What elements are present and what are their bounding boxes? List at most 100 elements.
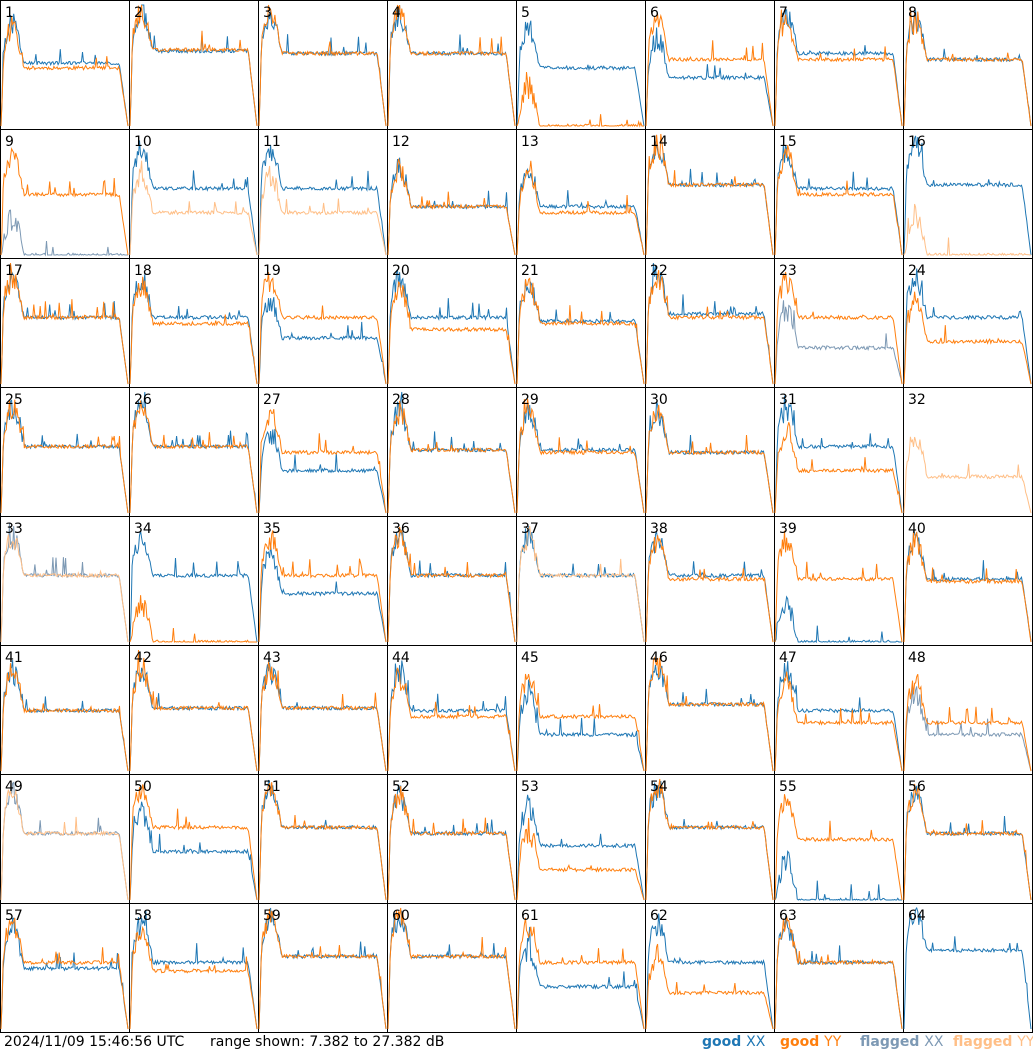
panel-31: 31 xyxy=(774,387,904,517)
panel-16: 16 xyxy=(903,129,1033,259)
panel-11: 11 xyxy=(258,129,388,259)
series-good-yy-line xyxy=(903,7,1032,127)
series-good-xx-line xyxy=(0,917,129,1030)
series-flagged-xx-line xyxy=(0,209,128,257)
panel-label: 42 xyxy=(134,650,152,666)
series-good-xx-line xyxy=(516,279,645,385)
series-good-xx-line xyxy=(516,402,645,514)
panel-40: 40 xyxy=(903,516,1033,646)
panel-label: 57 xyxy=(5,908,23,924)
series-good-yy-line xyxy=(645,270,774,385)
series-good-xx-line xyxy=(129,140,258,256)
series-good-yy-line xyxy=(645,13,774,127)
panel-56: 56 xyxy=(903,774,1033,904)
panel-label: 3 xyxy=(263,5,272,21)
panel-label: 12 xyxy=(392,134,410,150)
panel-17: 17 xyxy=(0,258,130,388)
panel-frame xyxy=(129,0,259,130)
panel-label: 30 xyxy=(650,392,668,408)
series-good-yy-line xyxy=(129,400,258,514)
series-good-xx-line xyxy=(129,801,258,901)
legend-good-xx: good XX xyxy=(702,1034,765,1050)
panel-10: 10 xyxy=(129,129,259,259)
legend-good-yy: good YY xyxy=(780,1034,841,1050)
panel-18: 18 xyxy=(129,258,259,388)
panel-frame xyxy=(903,0,1033,130)
panel-label: 48 xyxy=(908,650,926,666)
panel-52: 52 xyxy=(387,774,517,904)
panel-4: 4 xyxy=(387,0,517,130)
series-good-yy-line xyxy=(387,281,516,385)
legend-good-xx-pol: XX xyxy=(746,1034,766,1050)
series-good-xx-line xyxy=(903,268,1032,385)
panel-label: 56 xyxy=(908,779,926,795)
panel-label: 63 xyxy=(779,908,797,924)
panel-51: 51 xyxy=(258,774,388,904)
series-good-xx-line xyxy=(258,9,387,127)
series-good-xx-line xyxy=(0,660,129,772)
series-good-xx-line xyxy=(387,391,516,514)
panel-49: 49 xyxy=(0,774,130,904)
series-good-xx-line xyxy=(645,140,774,256)
series-good-xx-line xyxy=(645,531,774,643)
series-flagged-xx-line xyxy=(0,781,129,901)
panel-label: 1 xyxy=(5,5,14,21)
panel-label: 47 xyxy=(779,650,797,666)
series-flagged-yy-line xyxy=(0,789,129,901)
panel-21: 21 xyxy=(516,258,646,388)
panel-label: 11 xyxy=(263,134,281,150)
series-good-xx-line xyxy=(387,660,516,772)
series-good-xx-line xyxy=(129,4,258,127)
series-good-xx-line xyxy=(258,297,387,385)
panel-label: 64 xyxy=(908,908,926,924)
series-good-yy-line xyxy=(129,4,258,127)
series-good-yy-line xyxy=(0,262,129,385)
panel-45: 45 xyxy=(516,645,646,775)
series-good-yy-line xyxy=(258,408,387,514)
panel-33: 33 xyxy=(0,516,130,646)
series-flagged-yy-line xyxy=(0,534,129,643)
panel-8: 8 xyxy=(903,0,1033,130)
panel-27: 27 xyxy=(258,387,388,517)
panel-39: 39 xyxy=(774,516,904,646)
panel-label: 49 xyxy=(5,779,23,795)
series-good-xx-line xyxy=(516,794,645,901)
panel-label: 5 xyxy=(521,5,530,21)
panel-24: 24 xyxy=(903,258,1033,388)
panel-label: 22 xyxy=(650,263,668,279)
panel-15: 15 xyxy=(774,129,904,259)
legend-good-xx-prefix: good xyxy=(702,1034,742,1050)
panel-label: 14 xyxy=(650,134,668,150)
panel-59: 59 xyxy=(258,903,388,1033)
series-good-xx-line xyxy=(645,401,774,514)
panel-label: 39 xyxy=(779,521,797,537)
panel-label: 34 xyxy=(134,521,152,537)
panel-48: 48 xyxy=(903,645,1033,775)
panel-53: 53 xyxy=(516,774,646,904)
panel-26: 26 xyxy=(129,387,259,517)
series-good-xx-line xyxy=(387,910,516,1030)
series-good-xx-line xyxy=(129,274,258,385)
series-good-yy-line xyxy=(516,917,645,1030)
legend-flagged-xx-prefix: flagged xyxy=(860,1034,920,1050)
series-good-yy-line xyxy=(516,277,645,385)
series-good-yy-line xyxy=(258,661,387,772)
series-good-yy-line xyxy=(774,794,903,901)
panel-3: 3 xyxy=(258,0,388,130)
series-good-xx-line xyxy=(129,667,258,772)
series-flagged-xx-line xyxy=(0,523,129,643)
panel-label: 37 xyxy=(521,521,539,537)
panel-frame xyxy=(387,0,517,130)
series-good-yy-line xyxy=(387,907,516,1030)
panel-label: 9 xyxy=(5,134,14,150)
series-good-yy-line xyxy=(387,526,516,643)
panel-44: 44 xyxy=(387,645,517,775)
series-good-yy-line xyxy=(387,667,516,772)
panel-label: 54 xyxy=(650,779,668,795)
panel-label: 38 xyxy=(650,521,668,537)
panel-13: 13 xyxy=(516,129,646,259)
series-good-xx-line xyxy=(903,135,1032,256)
series-good-yy-line xyxy=(129,649,258,772)
panel-label: 4 xyxy=(392,5,401,21)
series-good-xx-line xyxy=(516,926,645,1030)
